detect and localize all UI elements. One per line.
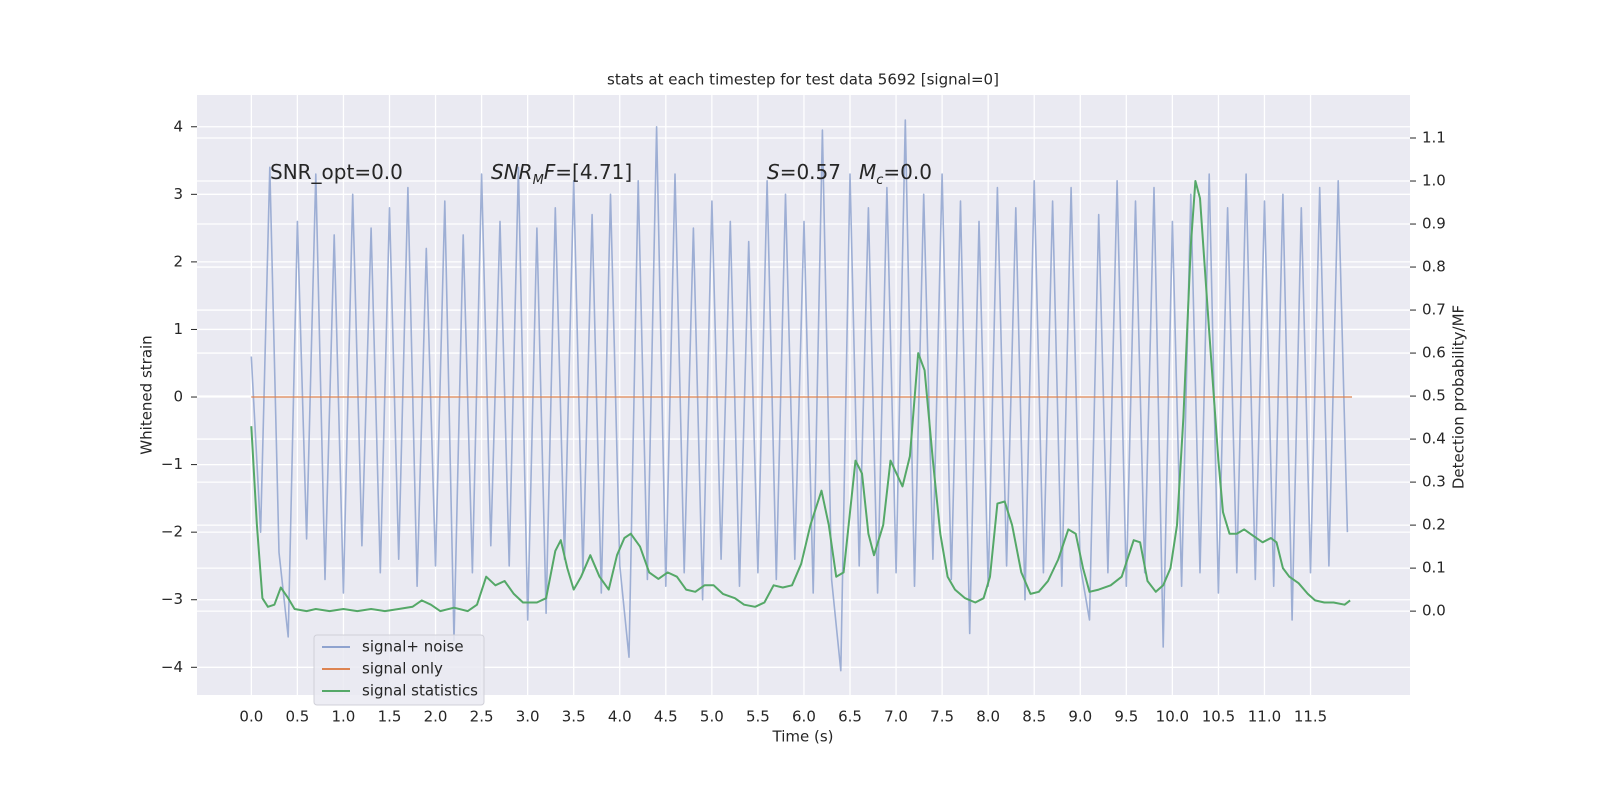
marks (250, 119, 1352, 672)
legend-label: signal+ noise (362, 638, 464, 656)
y-tick-label: 1 (173, 320, 183, 338)
y2-tick-label: 0.1 (1422, 559, 1446, 577)
y-tick-label: 0 (173, 388, 183, 406)
x-tick-label: 0.0 (239, 708, 263, 726)
x-tick-label: 7.0 (884, 708, 908, 726)
annotation-part: F (544, 160, 556, 184)
y2-tick-label: 0.4 (1422, 430, 1446, 448)
x-tick-label: 0.5 (285, 708, 309, 726)
annotation: SNRMF=[4.71] (491, 160, 632, 189)
annotation-part: M (859, 160, 876, 184)
annotation-part: =0.57 (780, 160, 841, 184)
y-tick-label: 3 (173, 185, 183, 203)
x-tick-label: 5.5 (746, 708, 770, 726)
y2-tick-label: 0.0 (1422, 602, 1446, 620)
legend-box (313, 634, 485, 706)
x-tick-label: 11.0 (1248, 708, 1281, 726)
y2-tick-label: 0.5 (1422, 387, 1446, 405)
x-tick-label: 9.5 (1114, 708, 1138, 726)
annotation: S=0.57 (767, 160, 841, 184)
y-tick-label: −3 (161, 590, 183, 608)
y2-tick-label: 0.3 (1422, 473, 1446, 491)
annotation-part: SNR_opt=0.0 (270, 160, 403, 184)
x-tick-label: 11.5 (1294, 708, 1327, 726)
annotation: Mc=0.0 (859, 160, 932, 189)
y-tick-label: −4 (161, 658, 183, 676)
x-tick-label: 1.5 (378, 708, 402, 726)
x-tick-label: 8.5 (1022, 708, 1046, 726)
y-tick-label: −2 (161, 523, 183, 541)
legend-label: signal only (362, 660, 443, 678)
y-axis-label: Whitened strain (138, 335, 156, 454)
x-tick-label: 3.5 (562, 708, 586, 726)
x-tick-label: 4.5 (654, 708, 678, 726)
annotation-part: SNR (491, 160, 533, 184)
x-tick-label: 1.0 (332, 708, 356, 726)
y2-tick-label: 0.2 (1422, 516, 1446, 534)
y-tick-label: −1 (161, 455, 183, 473)
y2-tick-label: 1.0 (1422, 172, 1446, 190)
series-line (250, 180, 1351, 613)
series-line (250, 119, 1349, 672)
annotation-part: S (767, 160, 780, 184)
annotation: SNR_opt=0.0 (270, 160, 403, 184)
legend-label: signal statistics (362, 682, 478, 700)
x-tick-label: 8.0 (976, 708, 1000, 726)
annotation-part: =0.0 (883, 160, 932, 184)
y2-tick-label: 0.7 (1422, 301, 1446, 319)
y2-axis-label: Detection probability/MF (1450, 305, 1468, 489)
y-tick-label: 4 (173, 117, 183, 135)
axes: 0.0 0.5 1.0 1.5 2.0 2.5 3.0 3.5 4.0 4.5 5.0 5.5 6.0 6… (161, 117, 1446, 725)
x-tick-label: 5.0 (700, 708, 724, 726)
x-tick-label: 2.5 (470, 708, 494, 726)
x-tick-label: 9.0 (1068, 708, 1092, 726)
x-axis-label: Time (s) (772, 728, 834, 746)
legend: signal+ noise signal only signal statistic… (313, 634, 485, 706)
x-tick-label: 6.0 (792, 708, 816, 726)
y2-tick-label: 0.8 (1422, 258, 1446, 276)
annotation-part: c (876, 173, 883, 188)
x-tick-label: 6.5 (838, 708, 862, 726)
y2-tick-label: 1.1 (1422, 129, 1446, 147)
x-tick-label: 10.0 (1156, 708, 1189, 726)
annotation-part: =[4.71] (555, 160, 632, 184)
y2-tick-label: 0.6 (1422, 344, 1446, 362)
x-tick-label: 3.0 (516, 708, 540, 726)
annotation-part: M (533, 173, 544, 188)
x-tick-label: 4.0 (608, 708, 632, 726)
x-tick-label: 2.0 (424, 708, 448, 726)
x-tick-label: 7.5 (930, 708, 954, 726)
y-tick-label: 2 (173, 252, 183, 270)
x-tick-label: 10.5 (1202, 708, 1235, 726)
chart-title: stats at each timestep for test data 569… (607, 71, 999, 89)
y2-tick-label: 0.9 (1422, 215, 1446, 233)
